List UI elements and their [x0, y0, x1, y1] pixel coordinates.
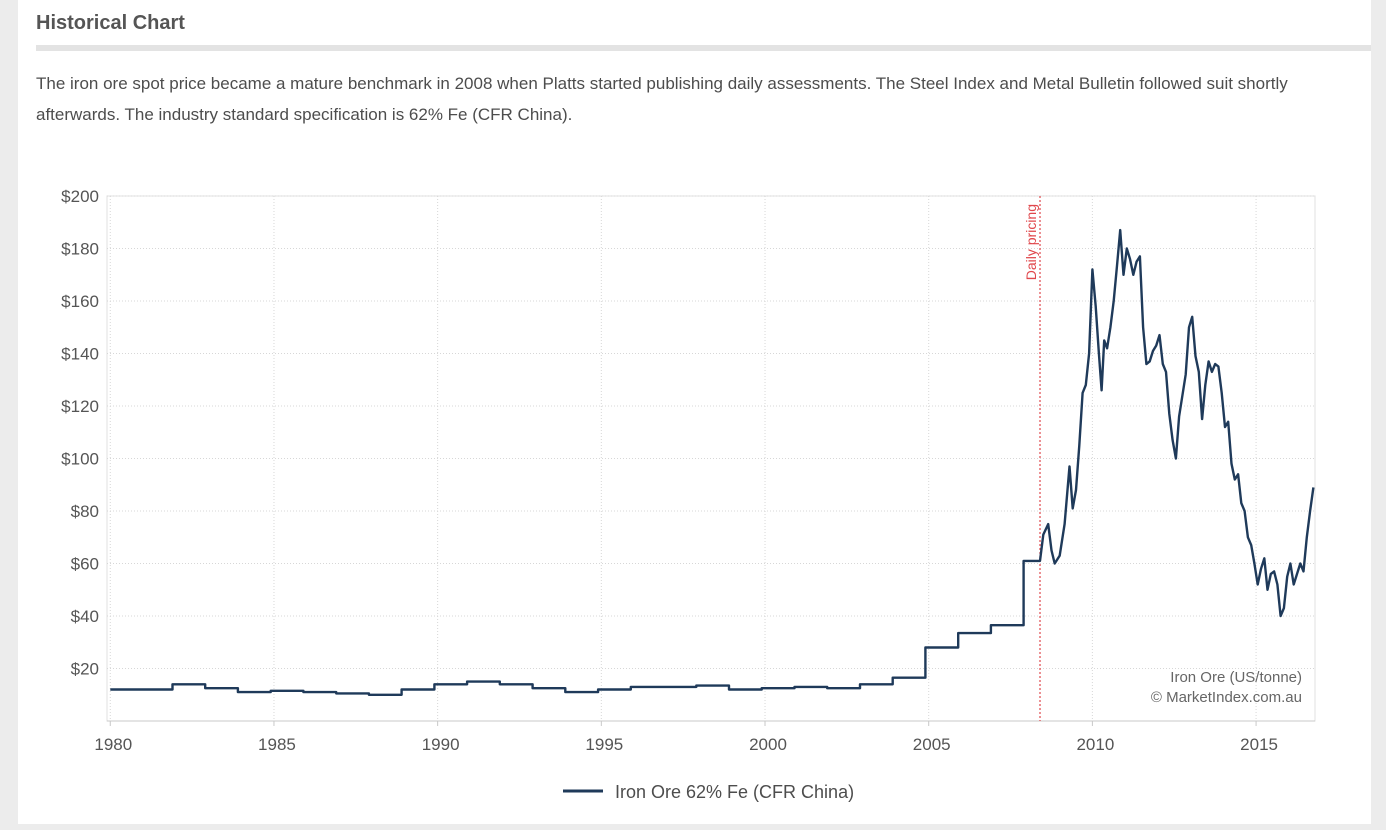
- x-tick-label: 2005: [913, 735, 951, 754]
- credit-line-1: Iron Ore (US/tonne): [1170, 669, 1302, 686]
- x-tick-label: 1980: [94, 735, 132, 754]
- panel-title: Historical Chart: [36, 12, 185, 34]
- y-tick-label: $120: [61, 397, 99, 416]
- y-tick-label: $20: [71, 660, 99, 679]
- x-tick-label: 2015: [1240, 735, 1278, 754]
- chart-description: The iron ore spot price became a mature …: [36, 74, 1288, 124]
- x-tick-label: 1985: [258, 735, 296, 754]
- y-tick-label: $40: [71, 607, 99, 626]
- x-tick-label: 1995: [585, 735, 623, 754]
- x-tick-label: 2000: [749, 735, 787, 754]
- y-tick-label: $200: [61, 187, 99, 206]
- daily-pricing-label: Daily pricing: [1023, 204, 1039, 280]
- x-tick-label: 2010: [1076, 735, 1114, 754]
- y-gridlines: [107, 195, 1315, 669]
- annotations: Daily pricing: [1023, 196, 1041, 721]
- y-tick-label: $60: [71, 555, 99, 574]
- y-tick-label: $180: [61, 240, 99, 259]
- y-tick-label: $80: [71, 502, 99, 521]
- title-divider: [36, 45, 1371, 51]
- series-line-iron-ore: [110, 228, 1315, 696]
- legend[interactable]: Iron Ore 62% Fe (CFR China): [563, 782, 854, 802]
- x-axis-labels: 1980 1985 1990 1995 2000 2005 2010 2015: [94, 735, 1278, 754]
- y-tick-label: $100: [61, 450, 99, 469]
- y-tick-label: $160: [61, 292, 99, 311]
- legend-label[interactable]: Iron Ore 62% Fe (CFR China): [615, 782, 854, 802]
- y-tick-label: $140: [61, 345, 99, 364]
- x-tick-label: 1990: [422, 735, 460, 754]
- credit-line-2: © MarketIndex.com.au: [1151, 689, 1302, 706]
- y-axis-labels: $20 $40 $60 $80 $100 $120 $140 $160 $180 $200: [61, 187, 99, 679]
